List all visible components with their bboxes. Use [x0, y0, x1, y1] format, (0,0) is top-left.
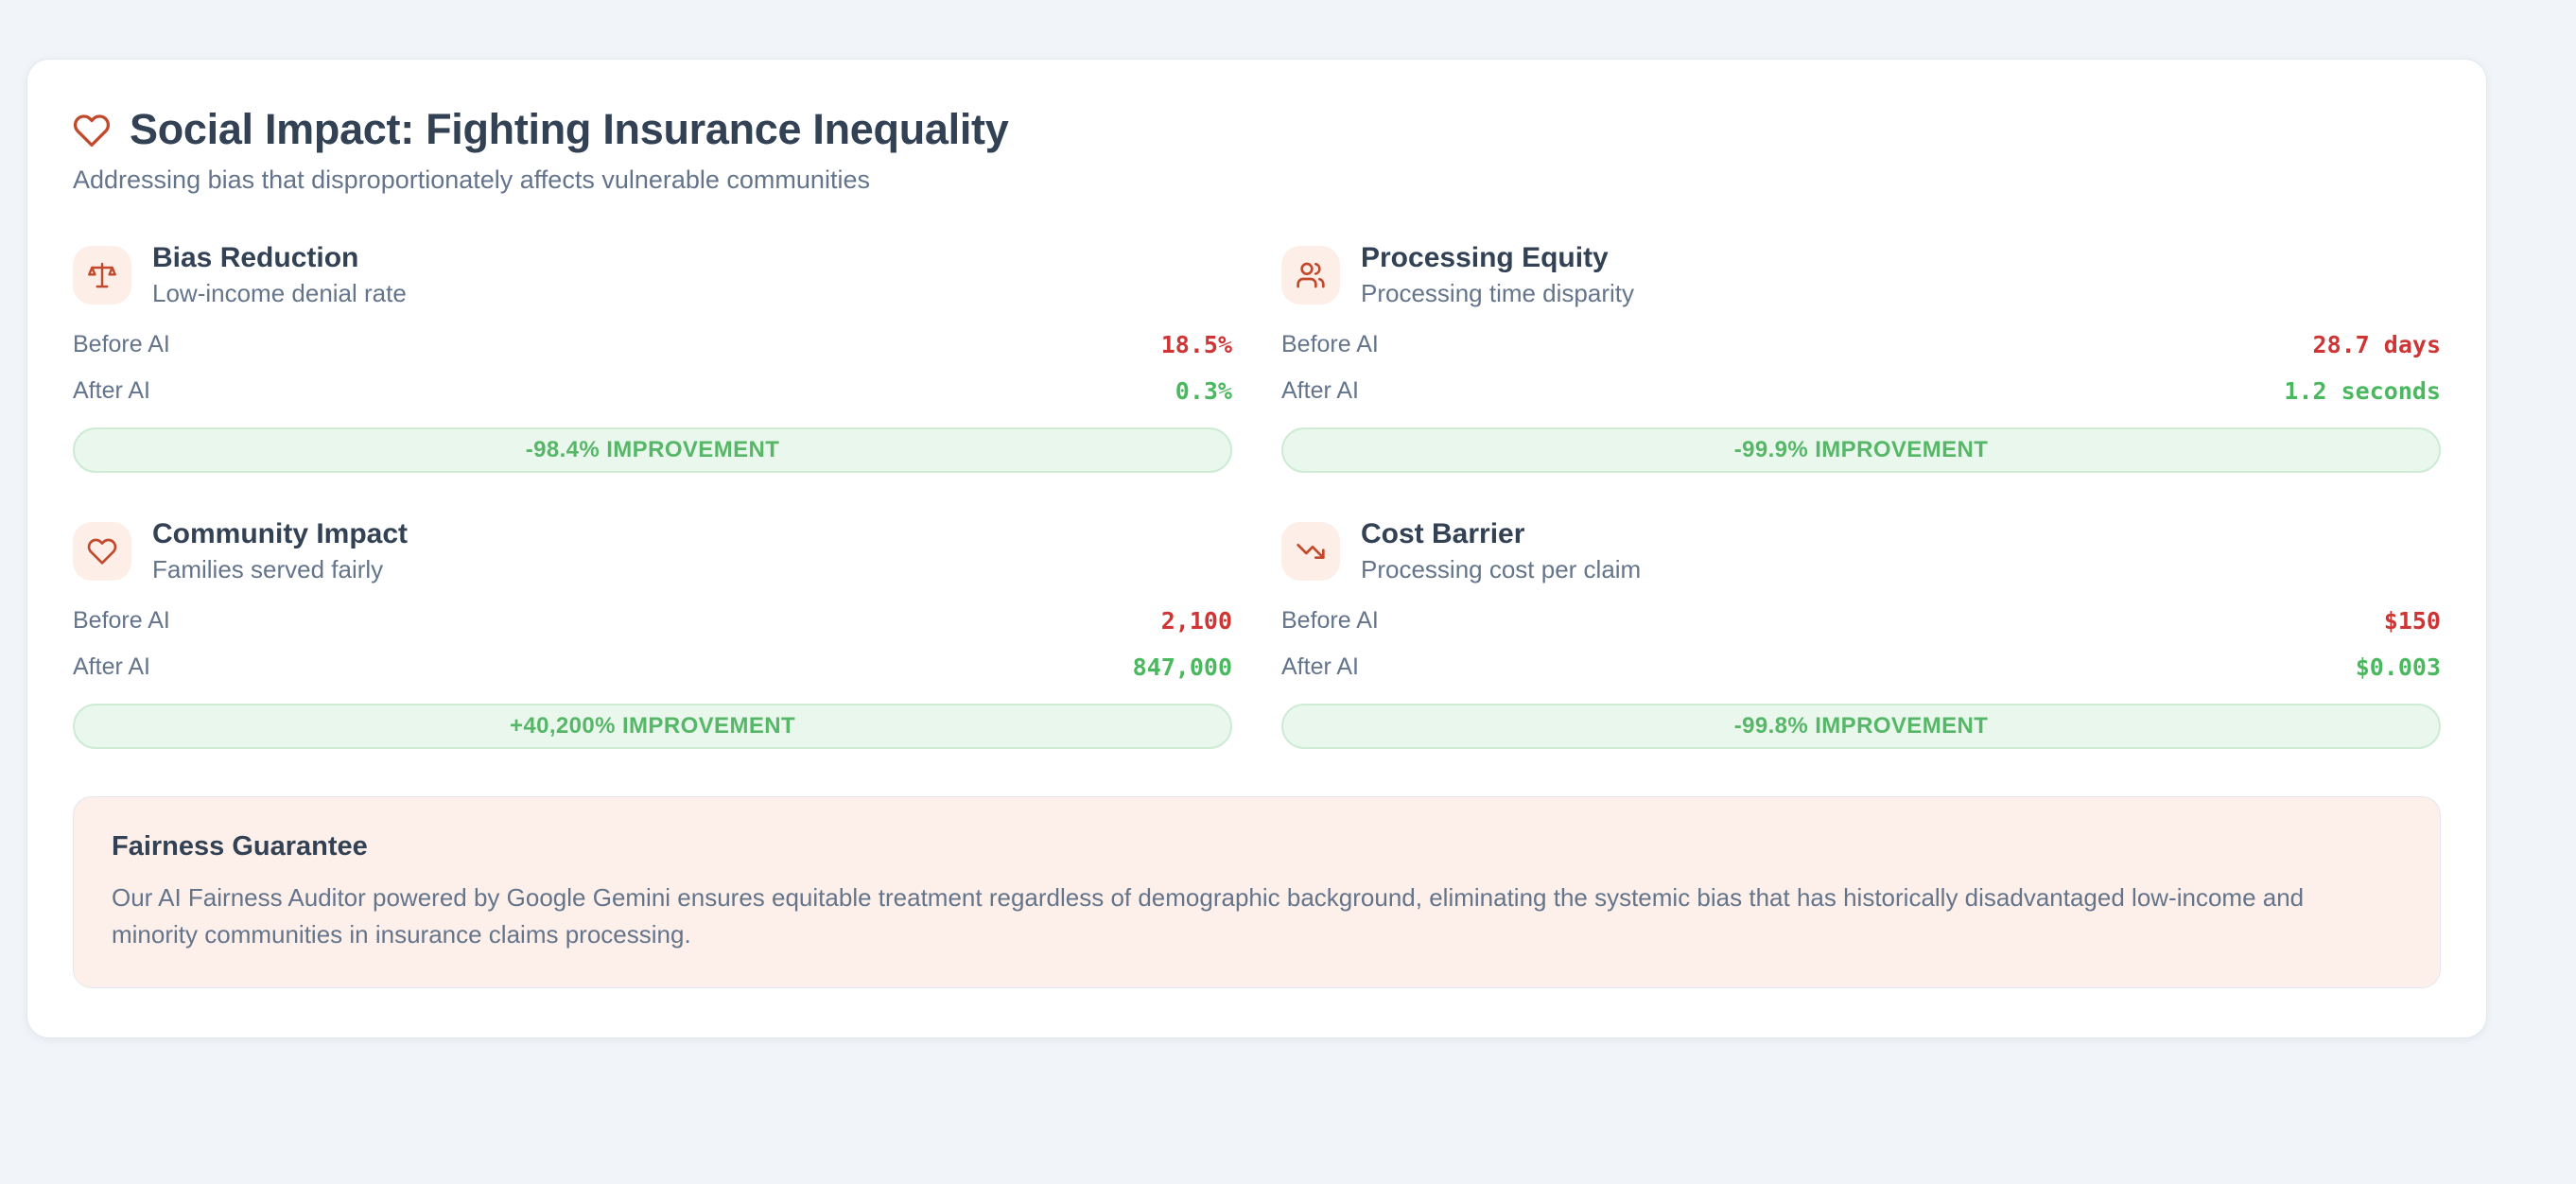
before-ai-value: 2,100 [1160, 607, 1232, 635]
after-ai-row: After AI 847,000 [73, 644, 1232, 690]
before-ai-value: $150 [2383, 607, 2441, 635]
metric-header: Community Impact Families served fairly [73, 518, 1232, 583]
metric-header: Bias Reduction Low-income denial rate [73, 242, 1232, 307]
metric-bias-reduction: Bias Reduction Low-income denial rate Be… [73, 242, 1232, 473]
metric-subtitle: Families served fairly [152, 555, 384, 583]
metric-titles: Cost Barrier Processing cost per claim [1361, 518, 1641, 584]
after-ai-label: After AI [73, 377, 150, 404]
metric-cost-barrier: Cost Barrier Processing cost per claim B… [1281, 518, 2441, 749]
page-title-row: Social Impact: Fighting Insurance Inequa… [73, 105, 2441, 154]
improvement-badge: -98.4% IMPROVEMENT [73, 427, 1232, 473]
after-ai-row: After AI $0.003 [1281, 644, 2441, 690]
trending-down-icon [1281, 522, 1340, 581]
before-ai-label: Before AI [1281, 607, 1379, 634]
after-ai-label: After AI [1281, 377, 1359, 404]
metric-titles: Bias Reduction Low-income denial rate [152, 242, 407, 308]
before-ai-label: Before AI [73, 607, 170, 634]
after-ai-row: After AI 0.3% [73, 368, 1232, 414]
page-subtitle: Addressing bias that disproportionately … [73, 165, 870, 194]
after-ai-row: After AI 1.2 seconds [1281, 368, 2441, 414]
metric-header: Processing Equity Processing time dispar… [1281, 242, 2441, 307]
fairness-title: Fairness Guarantee [112, 831, 368, 862]
metric-rows: Before AI $150 After AI $0.003 [1281, 598, 2441, 690]
metric-processing-equity: Processing Equity Processing time dispar… [1281, 242, 2441, 473]
metric-titles: Processing Equity Processing time dispar… [1361, 242, 1634, 308]
metric-rows: Before AI 2,100 After AI 847,000 [73, 598, 1232, 690]
before-ai-row: Before AI 28.7 days [1281, 322, 2441, 368]
metrics-grid: Bias Reduction Low-income denial rate Be… [73, 242, 2441, 749]
before-ai-row: Before AI 18.5% [73, 322, 1232, 368]
metric-subtitle: Low-income denial rate [152, 279, 407, 307]
improvement-badge: +40,200% IMPROVEMENT [73, 704, 1232, 749]
metric-header: Cost Barrier Processing cost per claim [1281, 518, 2441, 583]
metric-community-impact: Community Impact Families served fairly … [73, 518, 1232, 749]
before-ai-row: Before AI 2,100 [73, 598, 1232, 644]
metric-title: Community Impact [152, 518, 409, 549]
fairness-body: Our AI Fairness Auditor powered by Googl… [112, 883, 2305, 949]
after-ai-label: After AI [73, 653, 150, 680]
metric-rows: Before AI 28.7 days After AI 1.2 seconds [1281, 322, 2441, 414]
metric-subtitle: Processing time disparity [1361, 279, 1634, 307]
before-ai-label: Before AI [1281, 331, 1379, 357]
scales-icon [73, 246, 131, 305]
before-ai-value: 18.5% [1160, 331, 1232, 358]
before-ai-row: Before AI $150 [1281, 598, 2441, 644]
users-icon [1281, 246, 1340, 305]
panel-header: Social Impact: Fighting Insurance Inequa… [73, 105, 2441, 195]
social-impact-panel: Social Impact: Fighting Insurance Inequa… [26, 59, 2487, 1038]
after-ai-value: 1.2 seconds [2284, 377, 2441, 405]
heart-icon [73, 522, 131, 581]
metric-title: Cost Barrier [1361, 518, 1525, 549]
fairness-guarantee-box: Fairness Guarantee Our AI Fairness Audit… [73, 796, 2441, 988]
metric-rows: Before AI 18.5% After AI 0.3% [73, 322, 1232, 414]
metric-title: Bias Reduction [152, 242, 359, 273]
improvement-badge: -99.9% IMPROVEMENT [1281, 427, 2441, 473]
heart-icon [73, 111, 111, 148]
after-ai-value: $0.003 [2355, 653, 2441, 681]
metric-subtitle: Processing cost per claim [1361, 555, 1642, 583]
page-title: Social Impact: Fighting Insurance Inequa… [130, 105, 1009, 153]
after-ai-label: After AI [1281, 653, 1359, 680]
improvement-badge: -99.8% IMPROVEMENT [1281, 704, 2441, 749]
metric-title: Processing Equity [1361, 242, 1609, 273]
before-ai-label: Before AI [73, 331, 170, 357]
before-ai-value: 28.7 days [2312, 331, 2441, 358]
metric-titles: Community Impact Families served fairly [152, 518, 408, 584]
after-ai-value: 0.3% [1175, 377, 1232, 405]
after-ai-value: 847,000 [1132, 653, 1232, 681]
